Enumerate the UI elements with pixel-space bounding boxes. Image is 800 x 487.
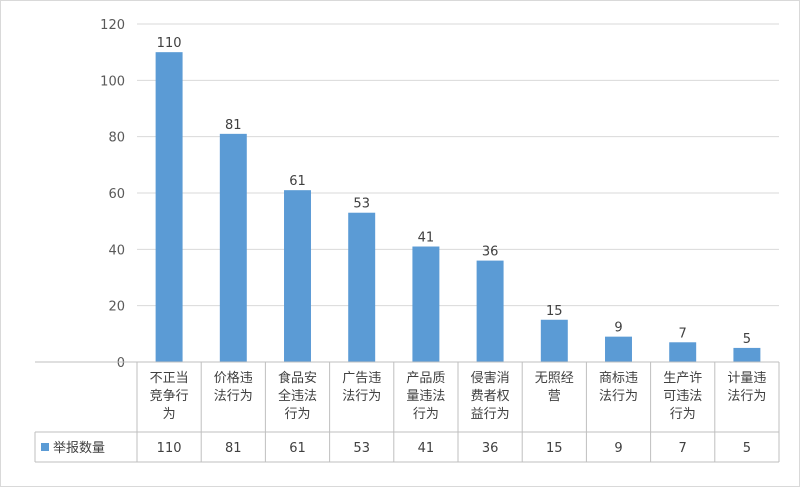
table-value: 5 <box>743 441 751 456</box>
data-label: 110 <box>157 36 182 51</box>
category-label-line: 行为 <box>413 407 439 422</box>
bar <box>348 212 376 362</box>
category-label: 食品安全违法行为 <box>278 370 317 422</box>
legend-swatch <box>41 443 49 451</box>
category-label-line: 法行为 <box>727 389 766 404</box>
category-label-line: 为 <box>163 407 176 422</box>
y-tick-label: 40 <box>108 243 125 258</box>
category-label: 广告违法行为 <box>342 371 381 404</box>
data-label: 36 <box>482 245 499 260</box>
bar <box>669 342 697 362</box>
category-label: 商标违法行为 <box>599 371 638 404</box>
category-label: 产品质量违法行为 <box>406 371 445 422</box>
y-tick-label: 80 <box>108 131 125 146</box>
data-label: 53 <box>353 197 370 212</box>
category-label: 不正当竞争行为 <box>150 371 189 422</box>
category-label-line: 量违法 <box>406 389 445 404</box>
table-value: 61 <box>289 441 306 456</box>
category-label: 计量违法行为 <box>727 371 766 404</box>
table-value: 7 <box>679 441 687 456</box>
data-label: 7 <box>679 326 687 341</box>
bar <box>219 133 247 362</box>
category-label-line: 可违法 <box>663 389 702 404</box>
category-label-line: 法行为 <box>599 389 638 404</box>
category-label-line: 法行为 <box>342 389 381 404</box>
category-label-line: 食品安 <box>278 370 317 386</box>
category-label: 无照经营 <box>535 371 574 404</box>
table-value: 110 <box>157 441 182 456</box>
bar <box>605 336 632 362</box>
category-label-line: 不正当 <box>150 371 189 386</box>
legend-series-name: 举报数量 <box>53 441 105 456</box>
bar <box>155 52 183 363</box>
bar <box>476 260 504 362</box>
category-label-line: 费者权 <box>471 388 510 404</box>
data-label: 41 <box>418 231 435 246</box>
data-label: 15 <box>546 304 563 319</box>
table-value: 41 <box>418 441 435 456</box>
data-label: 81 <box>225 118 242 133</box>
data-label: 61 <box>289 174 306 189</box>
y-tick-label: 0 <box>117 356 125 371</box>
category-label-line: 无照经 <box>535 371 574 386</box>
category-label-line: 营 <box>548 389 561 404</box>
y-tick-label: 20 <box>108 300 125 315</box>
category-label-line: 侵害消 <box>471 370 510 386</box>
category-label-line: 计量违 <box>727 371 766 386</box>
category-label-line: 行为 <box>284 407 310 422</box>
category-label-line: 全违法 <box>278 388 317 404</box>
category-label-line: 生产许 <box>663 371 702 386</box>
table-value: 15 <box>546 441 563 456</box>
category-label-line: 广告违 <box>342 371 381 386</box>
category-label: 生产许可违法行为 <box>663 371 702 422</box>
category-label-line: 价格违 <box>214 370 253 386</box>
y-tick-label: 60 <box>108 187 125 202</box>
category-label-line: 行为 <box>670 407 696 422</box>
category-label-line: 产品质 <box>406 371 445 386</box>
bar <box>733 347 761 362</box>
category-label-line: 益行为 <box>471 407 510 422</box>
y-tick-label: 120 <box>100 18 125 33</box>
category-label: 价格违法行为 <box>214 370 253 404</box>
table-value: 9 <box>614 441 622 456</box>
category-label-line: 法行为 <box>214 389 253 404</box>
category-label-line: 竞争行 <box>150 388 189 404</box>
table-value: 53 <box>353 441 370 456</box>
bar <box>540 319 568 362</box>
table-value: 36 <box>482 441 499 456</box>
bar <box>284 190 311 362</box>
table-value: 81 <box>225 441 242 456</box>
category-label: 侵害消费者权益行为 <box>471 370 510 422</box>
y-tick-label: 100 <box>100 74 125 89</box>
category-label-line: 商标违 <box>599 371 638 386</box>
data-label: 5 <box>743 332 751 347</box>
data-label: 9 <box>614 321 622 336</box>
bar <box>412 246 440 362</box>
